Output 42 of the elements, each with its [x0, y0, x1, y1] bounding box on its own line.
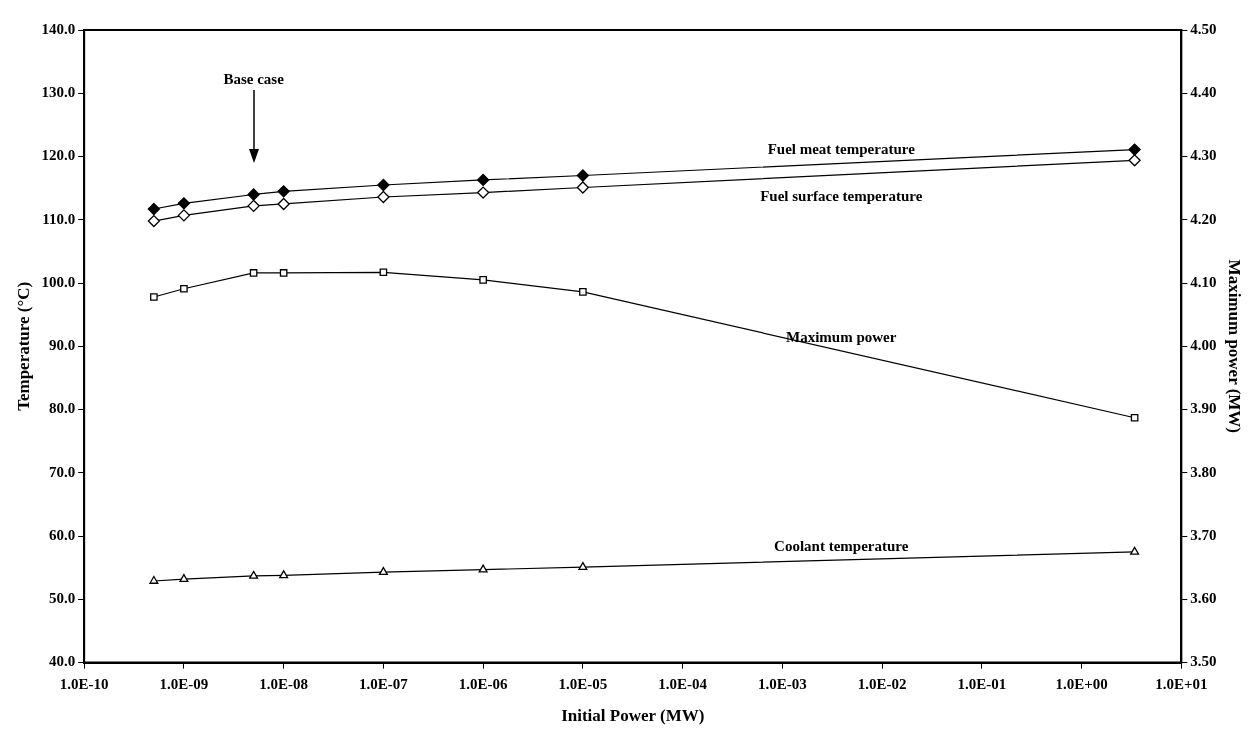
y2-tick-label: 4.20 [1190, 210, 1217, 227]
y2-tick-label: 3.80 [1190, 463, 1217, 480]
x-tick-label: 1.0E-07 [359, 676, 409, 693]
annotation: Base case [223, 71, 285, 88]
y2-tick-label: 4.00 [1190, 337, 1217, 354]
series-label: Fuel meat temperature [767, 141, 916, 158]
y2-tick-label: 3.60 [1190, 590, 1217, 607]
x-tick-label: 1.0E-06 [458, 676, 509, 693]
y-tick-label: 140.0 [41, 20, 76, 37]
x-axis-title: Initial Power (MW) [561, 706, 705, 726]
y-tick-label: 50.0 [48, 590, 76, 607]
y-tick-label: 110.0 [42, 210, 76, 227]
x-tick-label: 1.0E-03 [757, 676, 807, 693]
series-label: Coolant temperature [774, 537, 909, 554]
y2-tick-label: 4.10 [1190, 273, 1217, 290]
y-tick-label: 70.0 [48, 463, 76, 480]
y-tick-label: 40.0 [48, 653, 76, 670]
y-tick-label: 90.0 [48, 337, 76, 354]
x-tick-label: 1.0E-10 [59, 676, 109, 693]
x-tick-label: 1.0E-09 [159, 676, 209, 693]
y2-tick-label: 3.70 [1190, 526, 1217, 543]
series-label: Fuel surface temperature [760, 187, 923, 204]
x-tick-label: 1.0E-01 [957, 676, 1007, 693]
x-tick-label: 1.0E-05 [558, 676, 608, 693]
y2-axis-title: Maximum power (MW) [1225, 259, 1245, 434]
x-tick-label: 1.0E-04 [658, 676, 708, 693]
y2-tick-label: 4.30 [1190, 147, 1217, 164]
x-tick-label: 1.0E+01 [1155, 676, 1208, 693]
series-label: Maximum power [786, 328, 897, 345]
y-tick-label: 130.0 [41, 84, 76, 101]
y-axis-title: Temperature (°C) [13, 281, 33, 411]
y-tick-label: 60.0 [48, 526, 76, 543]
y-tick-label: 100.0 [41, 273, 76, 290]
y-tick-label: 80.0 [48, 400, 76, 417]
x-tick-label: 1.0E+00 [1055, 676, 1108, 693]
y2-tick-label: 3.90 [1190, 400, 1217, 417]
x-tick-label: 1.0E-08 [259, 676, 309, 693]
y2-tick-label: 3.50 [1190, 653, 1217, 670]
y-tick-label: 120.0 [41, 147, 76, 164]
y2-tick-label: 4.50 [1190, 20, 1217, 37]
x-tick-label: 1.0E-02 [857, 676, 907, 693]
y2-tick-label: 4.40 [1190, 84, 1217, 101]
